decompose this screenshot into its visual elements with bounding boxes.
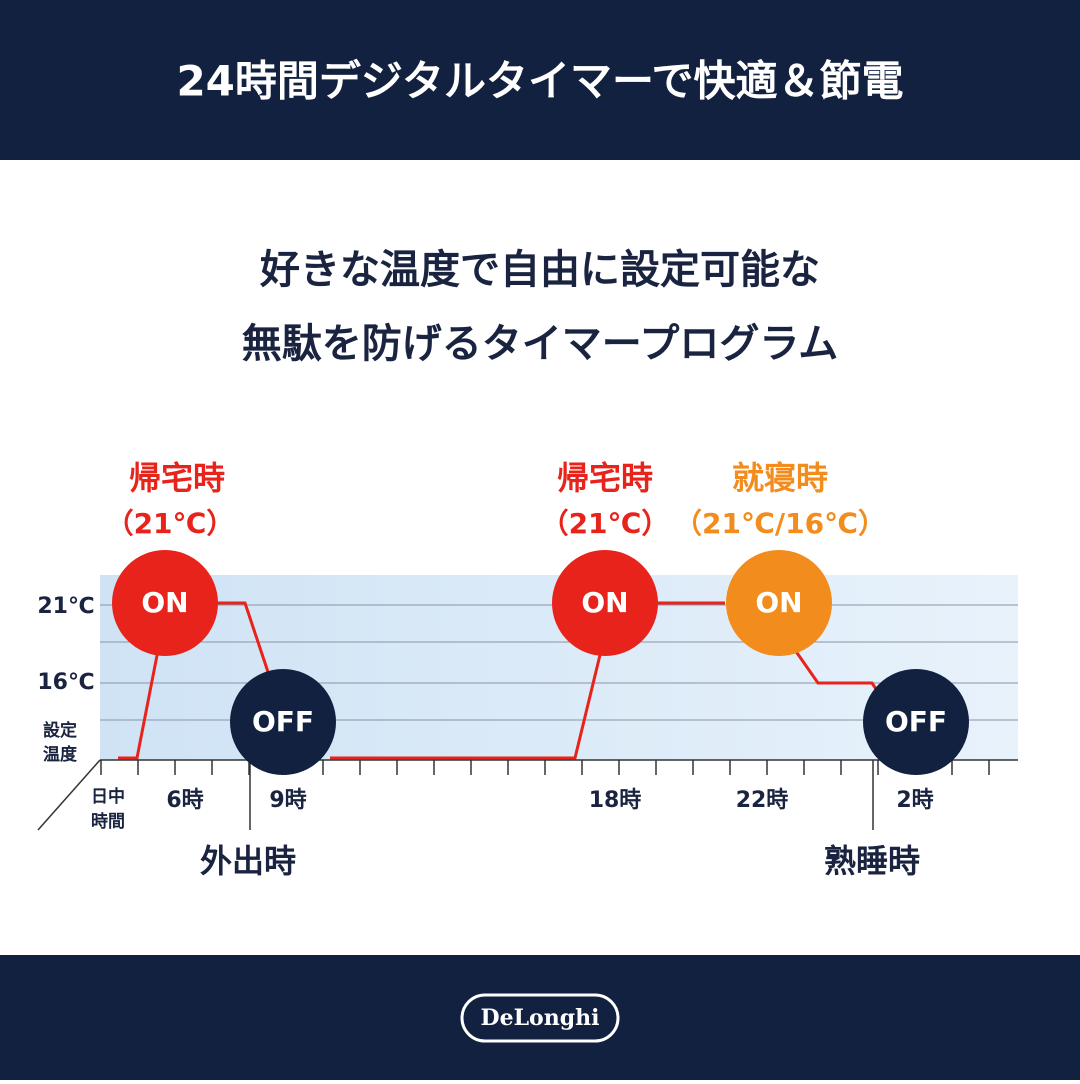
y-axis-label: 温度 — [43, 744, 78, 765]
state-label: OFF — [885, 705, 947, 738]
y-axis-label: 設定 — [43, 720, 77, 741]
state-circle — [112, 550, 218, 656]
temp-line — [118, 639, 162, 760]
event-label: 就寝時 — [732, 459, 828, 497]
axis-diagonal — [37, 759, 101, 831]
x-axis-label: 日中 — [91, 786, 125, 807]
state-label: ON — [581, 586, 628, 619]
state-label: ON — [755, 586, 802, 619]
x-label: 2時 — [896, 788, 933, 813]
x-label: 18時 — [589, 788, 642, 813]
temp-line — [330, 654, 602, 760]
logo-frame — [460, 993, 620, 1043]
subtitle-line: 無駄を防げるタイマープログラム — [242, 321, 838, 367]
event-label: 帰宅時 — [129, 459, 225, 497]
footer-band — [0, 955, 1080, 1080]
phase-label: 外出時 — [200, 842, 296, 880]
y-label: 21℃ — [37, 594, 94, 619]
state-label: ON — [141, 586, 188, 619]
event-temp: （21℃） — [106, 507, 235, 540]
event-temp: （21℃） — [541, 507, 670, 540]
x-label: 22時 — [736, 788, 789, 813]
x-ticks — [100, 759, 1018, 775]
state-circle — [230, 669, 336, 775]
state-circle — [552, 550, 658, 656]
subtitle-line: 好きな温度で自由に設定可能な — [259, 247, 820, 293]
x-label: 6時 — [166, 788, 203, 813]
phase-label: 熟睡時 — [824, 842, 920, 880]
state-circle — [863, 669, 969, 775]
logo: DeLonghi — [481, 1005, 600, 1031]
header-band — [0, 0, 1080, 160]
header-title: 24時間デジタルタイマーで快適＆節電 — [176, 57, 903, 106]
state-circle — [726, 550, 832, 656]
event-temp: （21℃/16℃） — [674, 507, 886, 540]
y-label: 16℃ — [37, 670, 94, 695]
temp-line — [210, 601, 270, 673]
x-axis-label: 時間 — [91, 811, 125, 832]
event-label: 帰宅時 — [557, 459, 653, 497]
state-label: OFF — [252, 705, 314, 738]
x-label: 9時 — [269, 788, 306, 813]
